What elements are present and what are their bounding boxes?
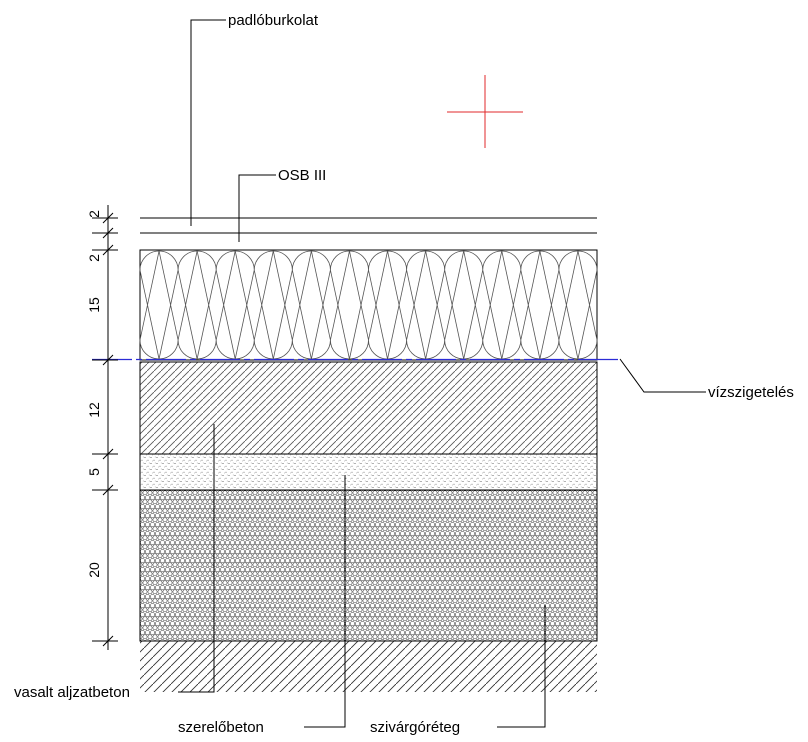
leader-floor-covering bbox=[190, 19, 226, 226]
drainage-layer bbox=[139, 489, 598, 642]
dimension-2-covering: 2 bbox=[86, 210, 102, 218]
dimension-chain: 2 2 15 12 5 20 bbox=[86, 205, 118, 650]
dimension-12-screed: 12 bbox=[86, 402, 102, 418]
leader-osb bbox=[238, 174, 276, 242]
label-floor-covering: padlóburkolat bbox=[228, 12, 319, 29]
reinforced-screed-layer bbox=[139, 361, 598, 455]
label-waterproofing: vízszigetelés bbox=[708, 384, 794, 401]
lean-concrete-layer bbox=[139, 453, 598, 491]
label-reinforced-screed: vasalt aljzatbeton bbox=[14, 684, 130, 701]
floor-covering-layer bbox=[140, 217, 597, 234]
dimension-5-lean-concrete: 5 bbox=[86, 468, 102, 476]
label-lean-concrete: szerelőbeton bbox=[178, 719, 264, 736]
leader-drainage bbox=[497, 605, 546, 728]
leader-lean-concrete bbox=[304, 475, 346, 728]
label-drainage: szivárgóréteg bbox=[370, 719, 460, 736]
label-osb: OSB III bbox=[278, 167, 326, 184]
leader-reinforced-screed bbox=[178, 424, 215, 693]
soil-hatch bbox=[140, 641, 597, 692]
dimension-20-drainage: 20 bbox=[86, 562, 102, 578]
dimension-15-insulation: 15 bbox=[86, 297, 102, 313]
insulation-layer bbox=[139, 249, 598, 361]
crosshair-marker bbox=[447, 75, 523, 148]
leader-waterproofing bbox=[619, 358, 706, 393]
dimension-2-osb: 2 bbox=[86, 254, 102, 262]
